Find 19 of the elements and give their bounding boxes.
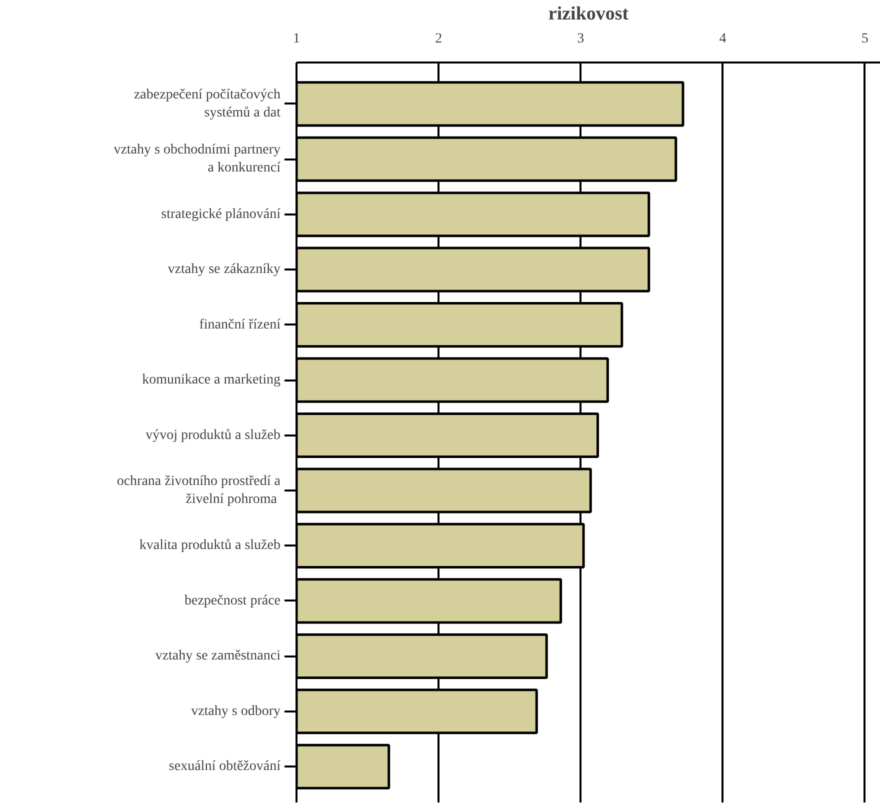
- y-tick-label: bezpečnost práce: [184, 593, 281, 608]
- y-tick-label: zabezpečení počítačových systémů a dat: [134, 87, 281, 120]
- x-tick-label: 3: [577, 32, 584, 46]
- y-tick-label: finanční řízení: [199, 317, 281, 332]
- y-tick-label: strategické plánování: [161, 206, 281, 222]
- y-tick-label: kvalita produktů a služeb: [139, 538, 281, 554]
- y-tick-label: vztahy se zákazníky: [168, 262, 281, 278]
- y-tick-label: vztahy s obchodními partnery a konkurencí: [114, 142, 281, 176]
- x-tick-label: 1: [293, 32, 300, 46]
- y-tick-label: komunikace a marketing: [142, 372, 281, 388]
- y-tick-label: sexuální obtěžování: [168, 759, 281, 774]
- x-tick-label: 2: [435, 32, 442, 46]
- x-tick-label: 4: [719, 32, 726, 46]
- y-tick-label: vývoj produktů a služeb: [146, 428, 280, 443]
- x-axis-title: rizikovost: [548, 4, 630, 24]
- x-tick-label: 5: [861, 32, 868, 46]
- y-tick-label: vztahy se zaměstnanci: [155, 648, 281, 664]
- y-tick-label: ochrana životního prostředí a živelní pohroma: [116, 474, 282, 507]
- y-tick-label: vztahy s odbory: [191, 704, 281, 719]
